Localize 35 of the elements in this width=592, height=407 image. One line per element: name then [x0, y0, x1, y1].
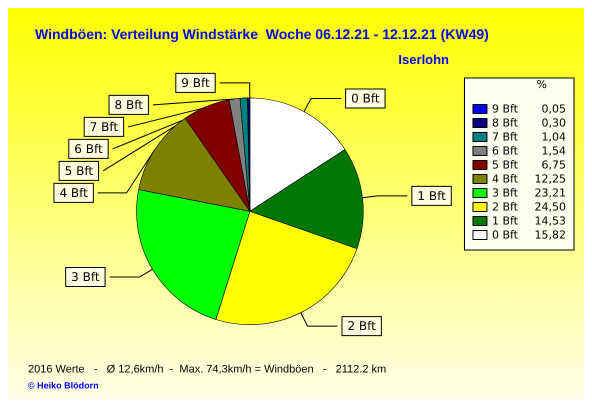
legend-label: 0 Bft	[492, 228, 519, 242]
legend-label: 6 Bft	[492, 144, 519, 158]
slice-label: 5 Bft	[64, 164, 94, 178]
slice-label: 9 Bft	[181, 76, 210, 90]
data-label: 6,75	[542, 158, 566, 172]
slice-label: 8 Bft	[114, 98, 144, 112]
data-label: 24,50	[534, 200, 566, 214]
data-label: 0,30	[542, 116, 566, 130]
legend-label: 7 Bft	[492, 130, 519, 144]
slice-label: 1 Bft	[417, 188, 446, 203]
legend-label: 4 Bft	[492, 172, 519, 186]
data-label: 0,05	[542, 102, 566, 116]
data-label: 14,53	[534, 214, 566, 228]
slice-label: 7 Bft	[90, 120, 118, 134]
legend-label: 8 Bft	[492, 116, 519, 130]
slice-label: 3 Bft	[71, 270, 100, 284]
slice-label: 2 Bft	[347, 319, 376, 334]
chart-subtitle: Iserlohn	[398, 52, 450, 67]
slice-label: 6 Bft	[74, 142, 103, 156]
data-label: 1,54	[542, 144, 566, 158]
legend-label: 1 Bft	[492, 214, 519, 228]
legend-label: 5 Bft	[492, 158, 519, 172]
text: © Heiko Blödorn	[28, 380, 99, 390]
slice-label: 0 Bft	[351, 91, 380, 106]
legend-label: 3 Bft	[492, 186, 519, 200]
data-label: 12,25	[534, 172, 566, 186]
legend-label: 2 Bft	[492, 200, 519, 214]
text: 2016 Werte - Ø 12,6km/h - Max. 74,3km/h = Windböen - 2112.2 km	[28, 364, 386, 376]
data-label: 15,82	[534, 228, 566, 242]
legend-title: %	[536, 78, 547, 91]
chart-title: Windböen: Verteilung Windstärke Woche 06.12.21 - 12.12.21 (KW49)	[35, 26, 489, 42]
legend-label: 9 Bft	[492, 102, 519, 116]
data-label: 23,21	[534, 186, 566, 200]
data-label: 1,04	[542, 130, 566, 144]
slice-label: 4 Bft	[59, 186, 88, 200]
